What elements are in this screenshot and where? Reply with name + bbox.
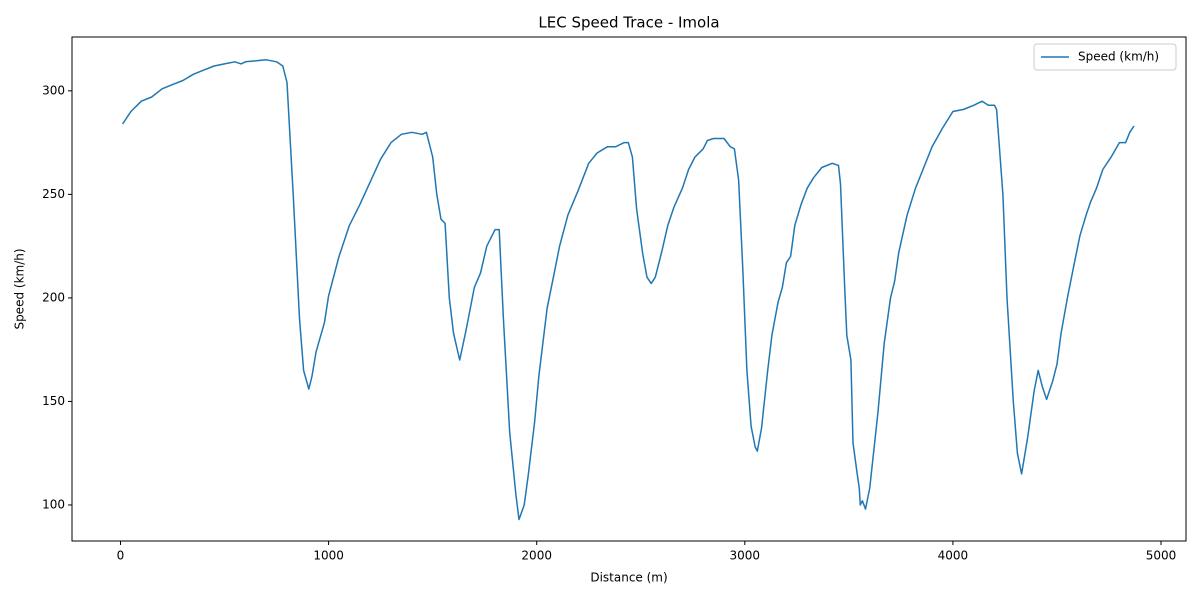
legend-label: Speed (km/h)	[1078, 50, 1159, 64]
x-tick-label: 0	[117, 549, 125, 563]
x-tick-label: 1000	[313, 549, 344, 563]
x-tick-label: 3000	[730, 549, 761, 563]
chart-title: LEC Speed Trace - Imola	[538, 14, 719, 32]
y-axis-label: Speed (km/h)	[13, 248, 27, 329]
y-tick-label: 150	[42, 394, 65, 408]
x-tick-label: 2000	[521, 549, 552, 563]
y-tick-label: 200	[42, 290, 65, 304]
y-tick-label: 100	[42, 497, 65, 511]
y-tick-label: 300	[42, 83, 65, 97]
y-tick-label: 250	[42, 187, 65, 201]
x-axis-label: Distance (m)	[590, 571, 667, 585]
speed-line	[121, 59, 1135, 521]
plot-frame	[71, 36, 1187, 542]
x-tick-label: 4000	[938, 549, 969, 563]
legend-box	[1033, 43, 1177, 71]
x-tick-label: 5000	[1146, 549, 1177, 563]
